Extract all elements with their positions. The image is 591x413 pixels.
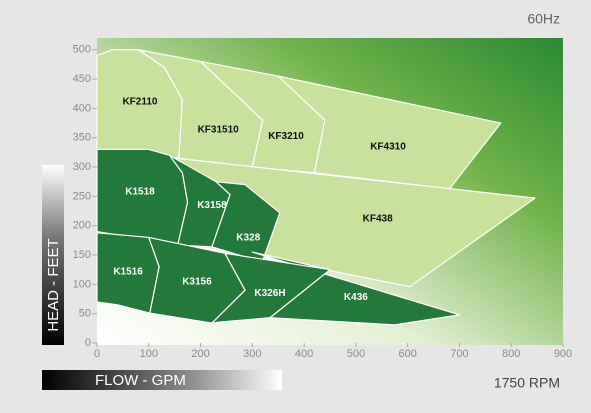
x-tick-label: 600 — [398, 348, 416, 360]
region-label: K326H — [254, 288, 285, 299]
regions — [96, 49, 536, 326]
y-tick-label: 50 — [79, 308, 91, 320]
region-label: KF31510 — [198, 125, 240, 136]
x-tick-label: 0 — [94, 348, 100, 360]
y-label-bar — [42, 165, 64, 345]
y-tick-label: 450 — [73, 73, 91, 85]
y-axis-label: HEAD - FEET — [45, 238, 62, 331]
region-label: K3158 — [197, 200, 227, 211]
region-label: KF2110 — [122, 97, 157, 108]
x-tick-label: 800 — [502, 348, 520, 360]
region — [211, 252, 331, 324]
y-tick-label: 500 — [73, 44, 91, 56]
x-tick-label: 700 — [450, 348, 468, 360]
y-tick-label: 300 — [73, 161, 91, 173]
region-label: KF4310 — [370, 142, 406, 153]
region-label: K1516 — [113, 267, 143, 278]
x-tick-label: 500 — [347, 348, 365, 360]
y-tick-label: 200 — [73, 220, 91, 232]
region-label: KF438 — [363, 213, 393, 224]
axes: 0 50 100 150 200 250 300 350 400 450 500 0 100 200 300… — [73, 44, 573, 360]
x-tick-label: 900 — [554, 348, 572, 360]
y-tick-label: 0 — [85, 337, 91, 349]
region-label: K1518 — [125, 186, 155, 197]
region-labels: KF2110 KF31510 KF3210 KF4310 KF438 K1518 K3158… — [113, 97, 406, 303]
region — [251, 251, 461, 326]
region-label: KF3210 — [268, 131, 304, 142]
region-label: K3156 — [182, 277, 212, 288]
y-tick-label: 350 — [73, 132, 91, 144]
y-tick-label: 150 — [73, 249, 91, 261]
x-tick-label: 200 — [191, 348, 209, 360]
region-label: K436 — [344, 292, 368, 303]
region-label: K328 — [236, 233, 260, 244]
chart-title: 60Hz — [527, 11, 560, 27]
y-tick-label: 100 — [73, 278, 91, 290]
chart-subtitle: 1750 RPM — [494, 375, 560, 391]
x-tick-label: 400 — [295, 348, 313, 360]
y-tick-label: 400 — [73, 102, 91, 114]
x-label-bar — [42, 370, 282, 390]
x-tick-label: 100 — [140, 348, 158, 360]
y-tick-label: 250 — [73, 190, 91, 202]
x-tick-label: 300 — [243, 348, 261, 360]
x-axis-label: FLOW - GPM — [95, 372, 186, 389]
